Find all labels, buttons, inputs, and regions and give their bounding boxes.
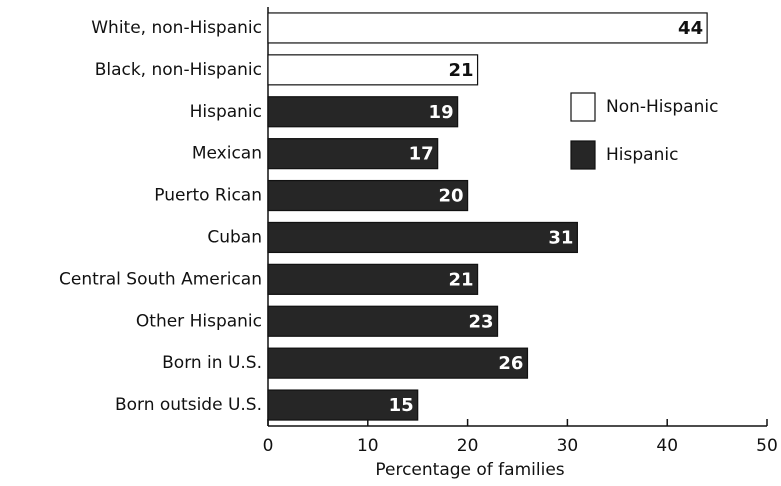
value-label: 19 <box>429 102 454 123</box>
y-tick-label: Cuban <box>207 227 262 247</box>
value-label: 20 <box>439 186 464 207</box>
value-label: 15 <box>389 395 414 416</box>
legend-label: Hispanic <box>606 145 678 165</box>
value-label: 26 <box>498 353 523 374</box>
value-label: 21 <box>449 60 474 81</box>
y-tick-label: Central South American <box>59 269 262 289</box>
value-label: 17 <box>409 144 434 165</box>
bar <box>267 263 479 295</box>
value-label: 21 <box>449 269 474 290</box>
bar <box>267 305 499 337</box>
bar <box>267 96 459 128</box>
bar <box>267 179 469 212</box>
bar <box>267 347 529 379</box>
bar <box>267 12 708 44</box>
legend-swatch <box>570 92 596 122</box>
x-tick-label: 30 <box>557 436 579 456</box>
x-tick-label: 40 <box>656 436 678 456</box>
x-tick-label: 20 <box>457 436 479 456</box>
legend-label: Non-Hispanic <box>606 97 718 117</box>
legend-swatch <box>570 140 596 170</box>
y-tick-label: Hispanic <box>190 102 262 122</box>
bar <box>267 54 479 86</box>
x-tick-label: 10 <box>357 436 379 456</box>
x-tick-label: 0 <box>263 436 274 456</box>
x-tick-label: 50 <box>756 436 778 456</box>
bar <box>267 221 578 254</box>
y-tick-label: Puerto Rican <box>154 186 262 206</box>
value-label: 31 <box>548 227 573 248</box>
y-tick-label: Black, non-Hispanic <box>95 60 262 80</box>
value-label: 23 <box>468 311 493 332</box>
bar <box>267 389 419 421</box>
value-label: 44 <box>678 18 703 39</box>
y-tick-label: Born outside U.S. <box>115 395 262 415</box>
y-tick-label: Other Hispanic <box>136 311 262 331</box>
y-tick-label: Born in U.S. <box>162 353 262 373</box>
bar <box>267 138 439 170</box>
y-tick-label: White, non-Hispanic <box>91 18 262 38</box>
x-axis-label: Percentage of families <box>375 460 564 480</box>
y-tick-label: Mexican <box>192 144 262 164</box>
